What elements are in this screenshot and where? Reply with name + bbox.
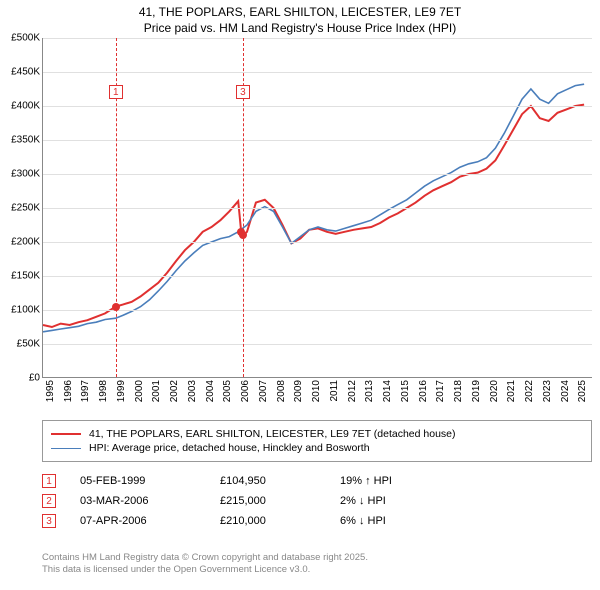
plot-area: 13 xyxy=(42,38,592,378)
x-tick-label: 2013 xyxy=(364,380,375,402)
event-row: 1 05-FEB-1999£104,95019% ↑ HPI xyxy=(42,474,592,488)
x-tick-label: 2022 xyxy=(524,380,535,402)
chart-container: 41, THE POPLARS, EARL SHILTON, LEICESTER… xyxy=(0,0,600,590)
event-date: 07-APR-2006 xyxy=(80,515,220,527)
events-table: 1 05-FEB-1999£104,95019% ↑ HPI 2 03-MAR-200… xyxy=(42,468,592,534)
series-property xyxy=(43,105,584,327)
event-marker: 1 xyxy=(42,474,56,488)
x-tick-label: 1998 xyxy=(98,380,109,402)
x-tick-label: 2001 xyxy=(151,380,162,402)
y-tick-label: £50K xyxy=(0,339,40,350)
legend-swatch xyxy=(51,448,81,449)
legend-label: HPI: Average price, detached house, Hinc… xyxy=(89,442,370,454)
footer-line-1: Contains HM Land Registry data © Crown c… xyxy=(42,552,368,564)
y-tick-label: £300K xyxy=(0,169,40,180)
x-tick-label: 2007 xyxy=(258,380,269,402)
x-tick-label: 2017 xyxy=(435,380,446,402)
title-line-1: 41, THE POPLARS, EARL SHILTON, LEICESTER… xyxy=(0,4,600,20)
x-tick-label: 2008 xyxy=(276,380,287,402)
x-tick-label: 1999 xyxy=(116,380,127,402)
x-tick-label: 2019 xyxy=(471,380,482,402)
title-line-2: Price paid vs. HM Land Registry's House … xyxy=(0,20,600,36)
x-tick-label: 2016 xyxy=(418,380,429,402)
price-point-dot xyxy=(112,303,120,311)
y-tick-label: £450K xyxy=(0,67,40,78)
y-tick-label: £350K xyxy=(0,135,40,146)
event-price: £210,000 xyxy=(220,515,340,527)
x-tick-label: 2015 xyxy=(400,380,411,402)
legend-label: 41, THE POPLARS, EARL SHILTON, LEICESTER… xyxy=(89,428,456,440)
x-tick-label: 2018 xyxy=(453,380,464,402)
x-tick-label: 2006 xyxy=(240,380,251,402)
event-marker: 3 xyxy=(42,514,56,528)
x-tick-label: 2004 xyxy=(205,380,216,402)
y-tick-label: £250K xyxy=(0,203,40,214)
event-change: 19% ↑ HPI xyxy=(340,475,460,487)
y-tick-label: £500K xyxy=(0,33,40,44)
legend-row: 41, THE POPLARS, EARL SHILTON, LEICESTER… xyxy=(51,428,583,440)
legend-row: HPI: Average price, detached house, Hinc… xyxy=(51,442,583,454)
x-tick-label: 2010 xyxy=(311,380,322,402)
x-tick-label: 1995 xyxy=(45,380,56,402)
x-tick-label: 2011 xyxy=(329,380,340,402)
x-tick-label: 2000 xyxy=(134,380,145,402)
legend: 41, THE POPLARS, EARL SHILTON, LEICESTER… xyxy=(42,420,592,462)
y-tick-label: £0 xyxy=(0,373,40,384)
event-row: 3 07-APR-2006£210,0006% ↓ HPI xyxy=(42,514,592,528)
price-point-dot xyxy=(239,231,247,239)
title-block: 41, THE POPLARS, EARL SHILTON, LEICESTER… xyxy=(0,0,600,36)
x-tick-label: 2021 xyxy=(506,380,517,402)
y-tick-label: £200K xyxy=(0,237,40,248)
x-tick-label: 2012 xyxy=(347,380,358,402)
event-ref-marker: 1 xyxy=(109,85,123,99)
event-change: 6% ↓ HPI xyxy=(340,515,460,527)
footer-line-2: This data is licensed under the Open Gov… xyxy=(42,564,368,576)
x-tick-label: 2005 xyxy=(222,380,233,402)
x-tick-label: 1997 xyxy=(80,380,91,402)
event-change: 2% ↓ HPI xyxy=(340,495,460,507)
y-tick-label: £150K xyxy=(0,271,40,282)
event-row: 2 03-MAR-2006£215,0002% ↓ HPI xyxy=(42,494,592,508)
x-tick-label: 2002 xyxy=(169,380,180,402)
chart: £0 £50K £100K £150K £200K £250K £300K £350K £400… xyxy=(0,38,600,414)
event-price: £215,000 xyxy=(220,495,340,507)
x-tick-label: 2009 xyxy=(293,380,304,402)
event-date: 03-MAR-2006 xyxy=(80,495,220,507)
event-ref-marker: 3 xyxy=(236,85,250,99)
x-tick-label: 2014 xyxy=(382,380,393,402)
event-marker: 2 xyxy=(42,494,56,508)
x-tick-label: 2003 xyxy=(187,380,198,402)
footer: Contains HM Land Registry data © Crown c… xyxy=(42,552,368,577)
event-price: £104,950 xyxy=(220,475,340,487)
y-tick-label: £100K xyxy=(0,305,40,316)
x-tick-label: 2024 xyxy=(560,380,571,402)
x-tick-label: 2023 xyxy=(542,380,553,402)
x-tick-label: 1996 xyxy=(63,380,74,402)
legend-swatch xyxy=(51,433,81,435)
x-tick-label: 2025 xyxy=(577,380,588,402)
event-date: 05-FEB-1999 xyxy=(80,475,220,487)
x-tick-label: 2020 xyxy=(489,380,500,402)
y-tick-label: £400K xyxy=(0,101,40,112)
